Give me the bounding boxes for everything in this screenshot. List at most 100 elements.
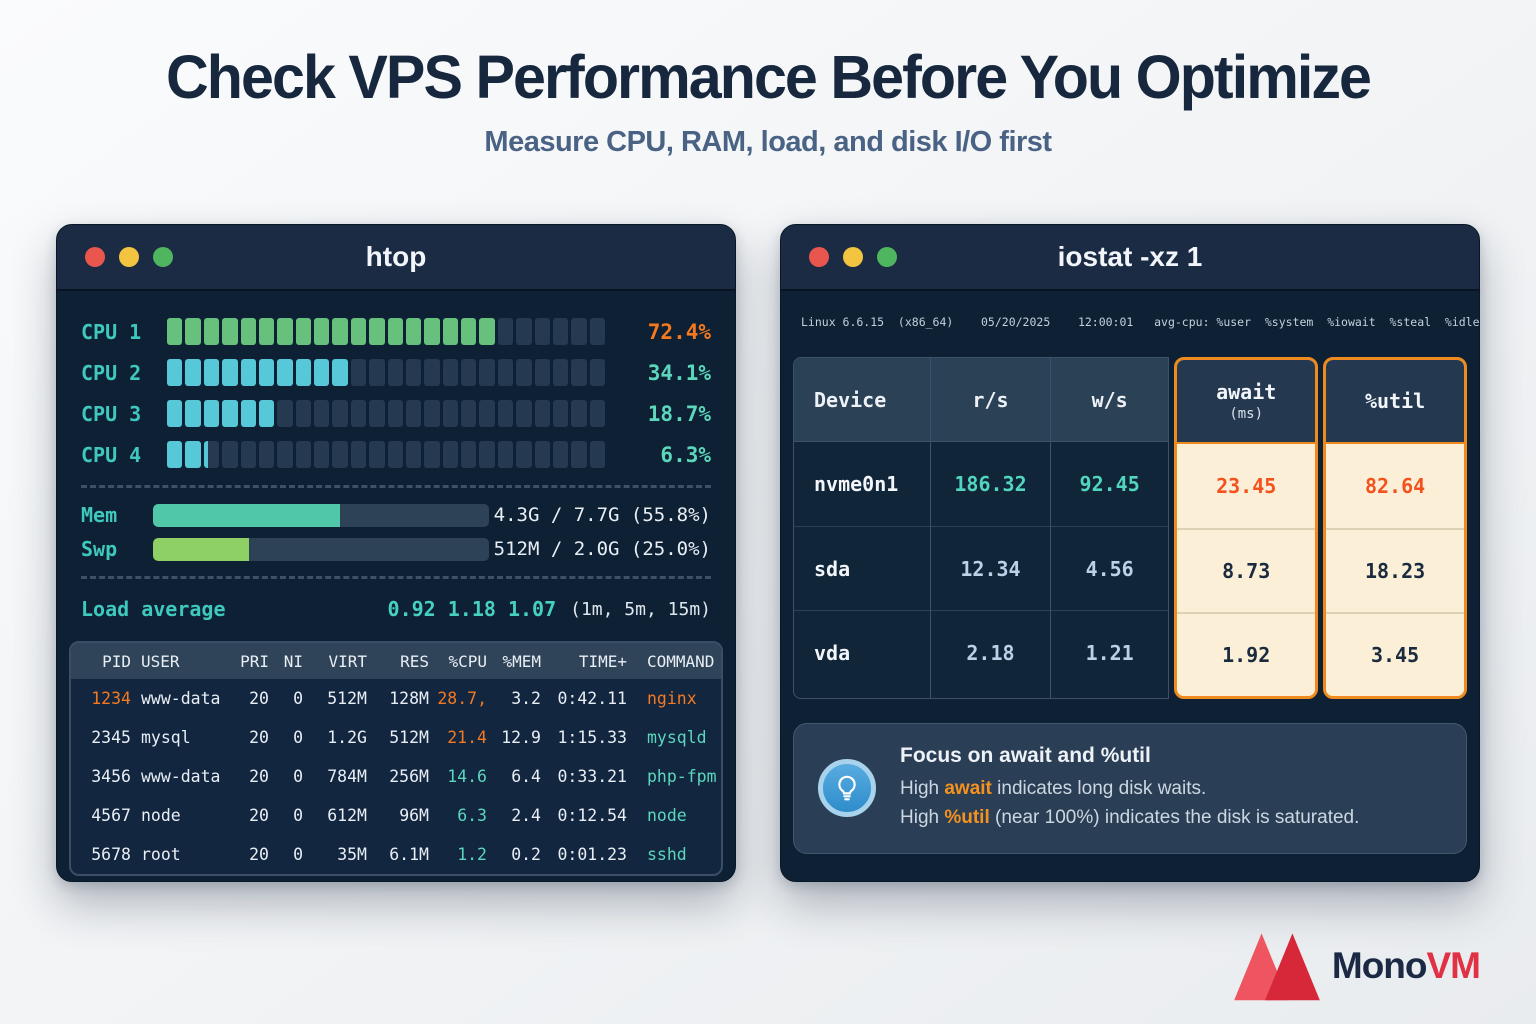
cpu-bar-segment [350, 400, 367, 427]
cpu-bar-segment [295, 441, 311, 468]
column-header: w/s [1051, 358, 1169, 442]
cpu-bar-segment [405, 400, 422, 427]
maximize-button[interactable] [877, 247, 897, 267]
cpu-bar-segment [277, 441, 293, 468]
cpu-bar-segment [277, 400, 293, 427]
cpu-bar-segment [369, 318, 385, 345]
load-average-windows: (1m, 5m, 15m) [570, 598, 711, 620]
cpu-percent: 72.4% [647, 319, 711, 344]
meter-track [153, 537, 489, 561]
tip-text-segment: indicates long disk waits. [991, 778, 1207, 799]
meter-label: Mem [81, 503, 118, 527]
cpu-bar-segment [167, 441, 183, 468]
separator [81, 485, 711, 488]
cpu-bar-segment [295, 318, 311, 345]
cpu-bar [167, 318, 605, 345]
process-cell: 0.2 [511, 845, 541, 864]
cpu-percent: 6.3% [660, 442, 711, 467]
cpu-bar-segment [387, 400, 403, 427]
cpu-bar-segment [589, 318, 605, 345]
process-cell: 96M [399, 806, 429, 825]
iostat-column-util: %util 82.64 18.23 3.45 [1323, 357, 1467, 699]
process-cell: 0:42.11 [557, 689, 627, 708]
cpu-bar-segment [442, 441, 458, 468]
cpu-bar-segment [222, 400, 238, 427]
column-header: NI [283, 651, 303, 671]
column-header: PID [102, 651, 131, 671]
process-cell: 1.2G [327, 728, 367, 747]
process-cell: root [141, 845, 181, 864]
logo-part-mono: Mono [1331, 945, 1428, 986]
cpu-bar-segment [461, 441, 477, 468]
iostat-column-await: await (ms) 23.45 8.73 1.92 [1174, 357, 1319, 699]
process-cell: 0:01.23 [557, 845, 627, 864]
column-header: COMMAND [647, 651, 715, 671]
process-cell: 0 [293, 767, 303, 786]
process-cell: 0:12.54 [557, 806, 627, 825]
cpu-bar-segment [479, 400, 495, 427]
lightbulb-icon [818, 759, 876, 818]
process-cell: php-fpm [647, 767, 717, 786]
cpu-bar-segment [369, 441, 385, 468]
minimize-button[interactable] [843, 247, 863, 267]
iostat-cell: 3.45 [1326, 612, 1464, 696]
process-cell: 128M [389, 689, 429, 708]
cpu-bar-segment [203, 318, 220, 345]
maximize-button[interactable] [153, 247, 173, 267]
cpu-bar-segment [589, 359, 605, 386]
cpu-bar-segment [405, 318, 422, 345]
column-header: await (ms) [1177, 360, 1316, 444]
iostat-column-r/s: r/s 186.32 12.34 2.18 [929, 358, 1051, 698]
iostat-cell: vda [794, 610, 930, 694]
page-subtitle: Measure CPU, RAM, load, and disk I/O fir… [484, 126, 1052, 158]
cpu-bar-segment [442, 400, 458, 427]
tip-text-segment: High [900, 778, 945, 799]
cpu-bar-segment [314, 359, 330, 386]
tip-keyword: await [944, 778, 992, 799]
process-cell: 5678 [91, 845, 131, 864]
column-header: %MEM [502, 651, 541, 671]
cpu-bar-segment [185, 359, 201, 386]
cpu-bar-segment [479, 441, 495, 468]
close-button[interactable] [809, 247, 829, 267]
column-header: USER [141, 651, 180, 671]
cpu-bar-segment [571, 318, 587, 345]
column-header: r/s [930, 358, 1051, 442]
column-header: PRI [240, 651, 269, 671]
htop-titlebar: htop [57, 225, 735, 291]
process-cell: 1.2 [457, 845, 487, 864]
iostat-body: Linux 6.6.15 (x86_64) 05/20/2025 12:00:0… [781, 315, 1480, 854]
cpu-bar [167, 400, 605, 427]
process-cell: 2.4 [511, 806, 541, 825]
process-cell: 6.1M [389, 845, 429, 864]
column-header-label: %util [1364, 389, 1426, 413]
iostat-cell: 1.21 [1051, 610, 1169, 694]
iostat-titlebar: iostat -xz 1 [781, 225, 1479, 291]
close-button[interactable] [85, 247, 105, 267]
iostat-cell: 12.34 [930, 526, 1051, 610]
monovm-logo-text: MonoVM [1331, 945, 1481, 987]
cpu-bar-segment [240, 318, 256, 345]
cpu-bar-segment [185, 318, 201, 345]
process-cell: 20 [249, 845, 269, 864]
process-cell: mysql [141, 728, 191, 747]
cpu-bar-segment [589, 400, 605, 427]
minimize-button[interactable] [119, 247, 139, 267]
cpu-bar-segment [534, 318, 550, 345]
page-header: Check VPS Performance Before You Optimiz… [0, 0, 1536, 159]
process-cell: 0 [293, 845, 303, 864]
cpu-bar-segment [479, 318, 495, 345]
cpu-bar-segment [167, 359, 183, 386]
cpu-bar-segment [314, 400, 330, 427]
meter-fill [153, 537, 249, 561]
column-header-label: await [1216, 380, 1277, 404]
cpu-bar-segment-partial [203, 441, 209, 468]
cpu-bar-segment [497, 318, 514, 345]
process-cell: 12.9 [501, 728, 541, 747]
cpu-bar-segment [387, 318, 403, 345]
cpu-bar-segment [552, 318, 569, 345]
cpu-bar-segment [332, 400, 348, 427]
cpu-bar-segment [277, 318, 293, 345]
process-table-body: 1234 www-data 20 0 512M 128M 28.7, 3.2 0:42.11 ng… [71, 679, 721, 874]
cpu-row: CPU 3 18.7% [81, 393, 711, 434]
